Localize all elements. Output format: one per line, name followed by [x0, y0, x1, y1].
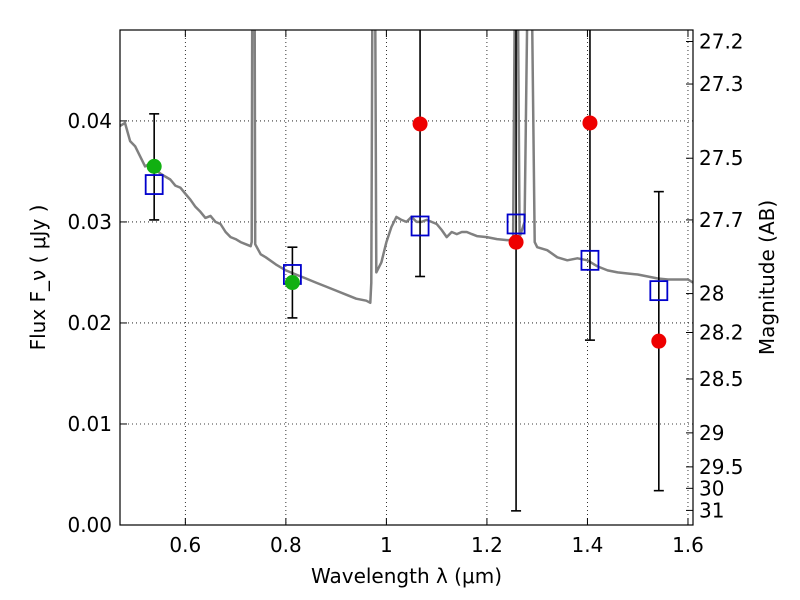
mag-tick-label: 27.5 [699, 146, 744, 170]
x-tick-label: 1.4 [572, 533, 604, 557]
model-flux-marker [506, 213, 526, 235]
observed-point [284, 275, 300, 291]
mag-tick-label: 27.3 [699, 72, 744, 96]
observed-point-upper [508, 234, 524, 250]
observed-point-upper [582, 115, 598, 131]
model-flux-marker [410, 215, 430, 237]
mag-tick-label: 27.2 [699, 29, 744, 53]
x-tick-label: 1 [380, 533, 393, 557]
mag-tick-label: 27.7 [699, 208, 744, 232]
ticks-layer: 0.6 0.8 1 1.2 1.4 1.6 0.00 0.01 0.02 0.03 0.04 27.2… [67, 29, 743, 557]
observed-point [146, 158, 162, 174]
y-right-axis-title: Magnitude (AB) [755, 200, 779, 355]
model-flux-marker [144, 174, 164, 195]
y-tick-label: 0.02 [67, 311, 112, 335]
observed-point-upper [651, 333, 667, 349]
model-spectrum-line [120, 30, 693, 305]
mag-tick-label: 28 [699, 282, 724, 306]
observed-point-upper [412, 116, 428, 132]
x-tick-label: 0.8 [270, 533, 302, 557]
mag-tick-label: 30 [699, 476, 724, 500]
mag-tick-label: 29.5 [699, 455, 744, 479]
x-tick-label: 0.6 [169, 533, 201, 557]
mag-tick-label: 28.2 [699, 321, 744, 345]
x-tick-label: 1.2 [471, 533, 503, 557]
model-flux-marker [649, 280, 669, 302]
mag-tick-label: 28.5 [699, 367, 744, 391]
x-tick-label: 1.6 [672, 533, 704, 557]
model-flux-marker [580, 249, 600, 271]
y-tick-label: 0.03 [67, 210, 112, 234]
mag-tick-label: 29 [699, 421, 724, 445]
points-layer [144, 115, 669, 349]
y-tick-label: 0.01 [67, 412, 112, 436]
y-tick-label: 0.04 [67, 109, 112, 133]
grid [120, 30, 693, 526]
plot-frame [119, 29, 694, 526]
y-axis-title: Flux F_ν ( μJy ) [26, 205, 50, 351]
mag-tick-label: 31 [699, 498, 724, 522]
x-axis-title: Wavelength λ (μm) [311, 564, 502, 588]
y-tick-label: 0.00 [67, 513, 112, 537]
model-spectrum-layer [120, 30, 693, 305]
